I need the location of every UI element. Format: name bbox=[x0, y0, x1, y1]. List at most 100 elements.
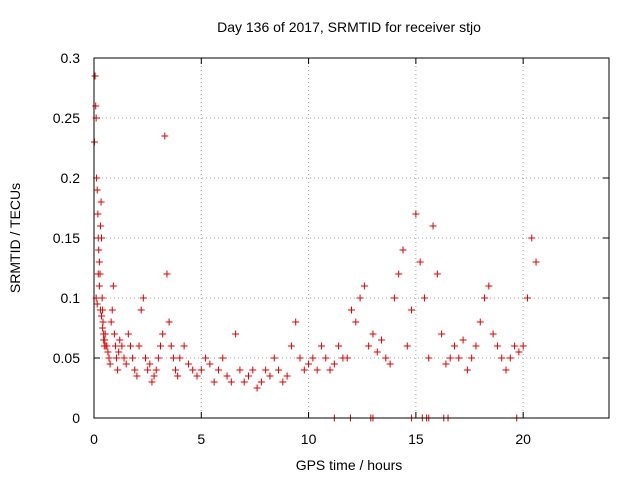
data-point bbox=[279, 378, 287, 386]
data-point bbox=[180, 342, 188, 350]
data-point bbox=[523, 294, 531, 302]
data-point bbox=[99, 318, 107, 326]
data-point bbox=[96, 306, 104, 314]
data-point bbox=[98, 234, 106, 242]
data-point bbox=[139, 294, 147, 302]
y-tick-label: 0.05 bbox=[53, 350, 80, 366]
data-point bbox=[309, 354, 317, 362]
data-point bbox=[118, 342, 126, 350]
y-tick-label: 0.3 bbox=[61, 50, 81, 66]
data-point bbox=[202, 354, 210, 362]
data-point bbox=[174, 372, 182, 380]
data-point bbox=[425, 354, 433, 362]
data-point bbox=[94, 270, 102, 278]
data-point bbox=[97, 198, 105, 206]
data-point bbox=[446, 354, 454, 362]
data-point bbox=[399, 246, 407, 254]
data-point bbox=[317, 342, 325, 350]
data-point bbox=[296, 354, 304, 362]
data-point bbox=[386, 360, 394, 368]
data-point bbox=[95, 258, 103, 266]
data-point bbox=[107, 318, 115, 326]
data-point bbox=[94, 210, 102, 218]
data-point bbox=[240, 378, 248, 386]
data-point bbox=[105, 354, 113, 362]
data-point bbox=[502, 366, 510, 374]
data-point bbox=[189, 366, 197, 374]
data-point bbox=[528, 234, 536, 242]
data-point bbox=[292, 318, 300, 326]
data-point bbox=[485, 282, 493, 290]
data-point bbox=[110, 330, 118, 338]
x-tick-label: 15 bbox=[408, 431, 424, 447]
data-point bbox=[395, 270, 403, 278]
data-point bbox=[322, 354, 330, 362]
data-point bbox=[493, 342, 501, 350]
data-point bbox=[236, 366, 244, 374]
data-point bbox=[223, 372, 231, 380]
data-point bbox=[227, 378, 235, 386]
y-tick-label: 0.2 bbox=[61, 170, 81, 186]
data-point bbox=[232, 330, 240, 338]
data-point bbox=[142, 354, 149, 362]
data-point bbox=[100, 336, 108, 344]
data-point bbox=[172, 366, 180, 374]
data-point bbox=[131, 366, 139, 374]
data-point bbox=[313, 366, 321, 374]
data-point bbox=[99, 324, 107, 332]
data-point bbox=[122, 360, 130, 368]
data-point bbox=[459, 336, 467, 344]
data-point bbox=[442, 360, 450, 368]
data-point bbox=[98, 312, 106, 320]
data-point bbox=[101, 330, 109, 338]
grid-layer bbox=[94, 58, 609, 418]
chart-title: Day 136 of 2017, SRMTID for receiver stj… bbox=[217, 19, 481, 35]
data-point bbox=[245, 372, 252, 380]
data-point bbox=[275, 366, 283, 374]
data-point bbox=[515, 348, 523, 356]
data-point bbox=[532, 258, 540, 266]
data-point bbox=[167, 342, 175, 350]
data-point bbox=[176, 354, 184, 362]
x-tick-label: 20 bbox=[515, 431, 531, 447]
data-point bbox=[468, 354, 476, 362]
data-point bbox=[146, 360, 154, 368]
data-point bbox=[184, 360, 192, 368]
data-point bbox=[159, 330, 167, 338]
data-point bbox=[262, 366, 270, 374]
data-point bbox=[369, 330, 377, 338]
data-point bbox=[106, 360, 114, 368]
data-point bbox=[129, 354, 137, 362]
data-point bbox=[326, 366, 334, 374]
y-tick-label: 0.1 bbox=[61, 290, 81, 306]
tick-layer: 0 0.05 0.1 0.15 0.2 0.25 0.3 0 5 10 15 20 bbox=[53, 50, 609, 447]
data-point bbox=[438, 330, 446, 338]
y-axis-label: SRMTID / TECUs bbox=[7, 183, 23, 293]
data-point bbox=[489, 330, 497, 338]
data-point bbox=[109, 282, 117, 290]
data-point bbox=[382, 354, 390, 362]
data-point bbox=[472, 342, 480, 350]
data-point bbox=[126, 342, 134, 350]
plot-frame bbox=[93, 57, 610, 419]
data-point bbox=[429, 222, 437, 230]
data-point bbox=[96, 222, 104, 230]
y-tick-label: 0 bbox=[72, 410, 80, 426]
data-point bbox=[135, 342, 143, 350]
data-point bbox=[476, 318, 484, 326]
data-point bbox=[498, 354, 506, 362]
data-point bbox=[150, 372, 158, 380]
data-point bbox=[253, 384, 261, 392]
data-point bbox=[420, 294, 428, 302]
data-point bbox=[93, 186, 101, 194]
data-point bbox=[455, 354, 463, 362]
x-tick-label: 0 bbox=[90, 431, 98, 447]
x-axis-label: GPS time / hours bbox=[296, 457, 403, 473]
data-point bbox=[152, 366, 160, 374]
data-point bbox=[416, 258, 424, 266]
data-point bbox=[98, 294, 106, 302]
data-point bbox=[300, 366, 308, 374]
data-point bbox=[197, 366, 205, 374]
data-point bbox=[352, 318, 360, 326]
